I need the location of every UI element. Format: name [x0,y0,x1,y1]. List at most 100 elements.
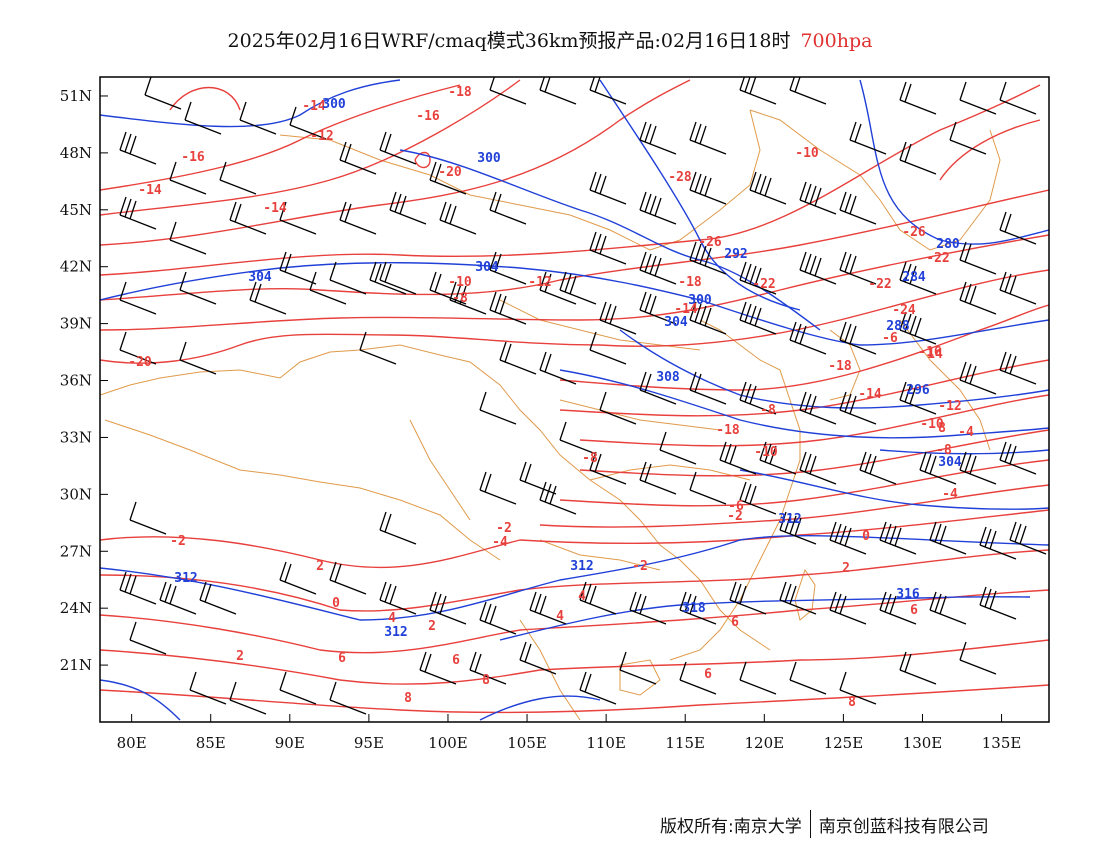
wind-barb [529,591,567,625]
wind-barb [929,591,967,625]
lat-tick-label: 39N [60,315,92,333]
height-label: 312 [778,512,801,527]
wind-barb [469,651,507,685]
wind-barb [589,77,627,105]
wind-barb [979,586,1017,620]
height-label: 280 [936,237,960,252]
wind-barb [329,261,367,295]
wind-barb [449,281,487,315]
wind-barb [999,441,1037,475]
height-label: 304 [664,315,688,330]
wind-barb [539,271,577,305]
height-contours [100,79,1049,721]
isotherm-label: -4 [958,425,974,440]
title-level: 700hpa [800,30,873,52]
wind-barb [599,391,637,425]
height-label: 300 [477,151,501,166]
wind-barb [619,651,657,685]
wind-barb [689,241,727,275]
wind-barb [159,581,197,615]
isotherm-label: 8 [404,691,412,706]
wind-barb [979,526,1017,560]
wind-barb [129,621,167,655]
lat-tick-label: 24N [60,599,92,617]
wind-barb [639,251,677,285]
wind-barb [799,391,837,425]
wind-barb [599,301,637,335]
height-label: 316 [896,587,920,602]
height-label: 300 [322,97,346,112]
wind-barb [689,171,727,205]
wind-barb [169,221,207,255]
province-b [559,399,721,431]
height-label: 304 [475,260,499,275]
wind-barb [379,581,417,615]
wind-barb [359,331,397,365]
height-label: 284 [902,270,926,285]
isotherm-label: 2 [842,561,850,576]
isotherm-labels: -14-18-16-12-16-14-20 -28-10-14-26-26-22-… [128,85,974,710]
wind-barb [339,141,377,175]
wind-barb [839,671,877,705]
isotherm-label: 6 [338,651,346,666]
wind-barb [779,511,817,545]
wind-barb [839,321,877,355]
isotherm-label: -2 [170,534,186,549]
wind-barb [239,101,277,135]
lon-tick-label: 85E [196,734,226,752]
height-label: 312 [174,571,197,586]
wind-barb [899,81,937,115]
isotherm-label: 6 [452,653,460,668]
wind-barb [689,471,727,505]
wind-barb [639,461,677,495]
isotherm-label: -4 [942,487,958,502]
isotherm-label: -8 [452,291,468,306]
wind-barb [789,321,827,355]
wind-barb [559,271,597,305]
isotherm-label: -26 [902,225,926,240]
wind-barb [589,451,627,485]
isotherm-label: -12 [310,129,333,144]
isotherm-label: -6 [882,331,898,346]
wind-barb [589,171,627,205]
wind-barb [679,661,717,695]
wind-barb [799,251,837,285]
isotherm-label: 0 [332,596,340,611]
wind-barb [249,281,287,315]
isotherm-label: -8 [582,451,598,466]
isotherm-label: 6 [731,615,739,630]
wind-barb [879,591,917,625]
wind-barb [739,301,777,335]
wind-barb [379,261,417,295]
wind-barb [719,441,757,475]
china-west-border [100,344,771,651]
copyright-left: 版权所有:南京大学 [660,816,802,837]
wind-barb [119,196,157,230]
lat-tick-label: 30N [60,485,92,503]
wind-barb [369,261,407,295]
wind-barb [739,261,777,295]
wind-barb [309,271,347,305]
isotherm-label: -10 [795,146,819,161]
wind-barb [999,351,1037,385]
wind-barb [179,341,217,375]
wind-barb [639,371,677,405]
isotherm-label: -16 [918,345,942,360]
northeast-border [749,109,1001,251]
wind-barb [279,671,317,705]
wind-barb [999,271,1037,305]
wind-barb [479,601,517,635]
wind-barb [959,81,997,115]
height-label: 300 [688,293,712,308]
wind-barb [439,201,477,235]
isotherm-label: -2 [496,521,512,536]
wind-barb [219,161,257,195]
wind-barb [479,391,517,425]
isotherm-label: -20 [438,165,462,180]
wind-barb [539,351,577,385]
wind-barb [999,211,1037,245]
isotherm-label: -12 [528,275,551,290]
wind-barb [329,681,367,715]
height-label: 318 [682,601,706,616]
mongolia-border [279,109,761,251]
